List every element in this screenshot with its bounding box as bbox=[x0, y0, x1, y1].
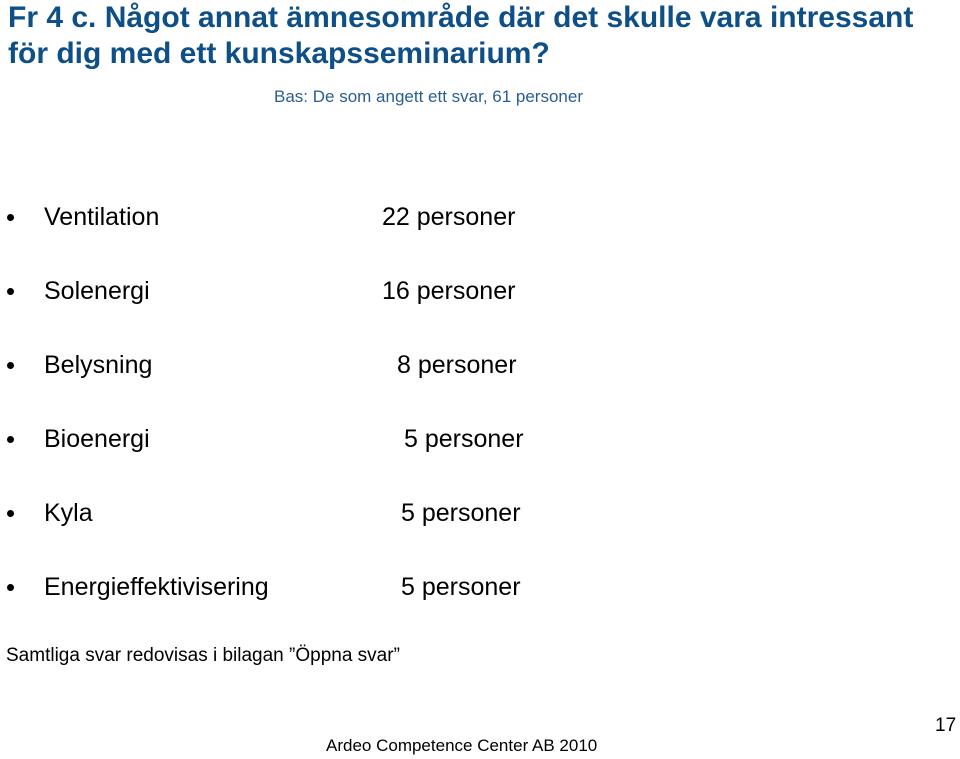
subtitle: Bas: De som angett ett svar, 61 personer bbox=[274, 87, 583, 106]
footer-company: Ardeo Competence Center AB 2010 bbox=[326, 736, 598, 755]
list-item: Energieffektivisering 5 personer bbox=[0, 566, 960, 640]
topic-list: Ventilation 22 personer Solenergi 16 per… bbox=[0, 196, 960, 640]
page-title: Fr 4 c. Något annat ämnesområde där det … bbox=[8, 1, 914, 70]
bullet-icon bbox=[7, 584, 14, 591]
list-item: Bioenergi 5 personer bbox=[0, 418, 960, 492]
bullet-icon bbox=[7, 362, 14, 369]
topic-label: Solenergi bbox=[44, 277, 150, 305]
count-label: 5 personer bbox=[404, 425, 524, 453]
topic-label: Kyla bbox=[44, 499, 93, 527]
page-number: 17 bbox=[935, 715, 957, 736]
count-label: 22 personer bbox=[382, 203, 516, 231]
topic-label: Energieffektivisering bbox=[44, 573, 269, 601]
list-item: Kyla 5 personer bbox=[0, 492, 960, 566]
count-label: 5 personer bbox=[401, 573, 521, 601]
topic-label: Ventilation bbox=[44, 203, 160, 231]
bullet-icon bbox=[7, 214, 14, 221]
list-item: Belysning 8 personer bbox=[0, 344, 960, 418]
footnote: Samtliga svar redovisas i bilagan ”Öppna… bbox=[6, 645, 400, 666]
count-label: 8 personer bbox=[397, 351, 517, 379]
topic-label: Belysning bbox=[44, 351, 153, 379]
count-label: 16 personer bbox=[382, 277, 516, 305]
topic-label: Bioenergi bbox=[44, 425, 150, 453]
count-label: 5 personer bbox=[401, 499, 521, 527]
bullet-icon bbox=[7, 436, 14, 443]
bullet-icon bbox=[7, 288, 14, 295]
list-item: Solenergi 16 personer bbox=[0, 270, 960, 344]
list-item: Ventilation 22 personer bbox=[0, 196, 960, 270]
bullet-icon bbox=[7, 510, 14, 517]
